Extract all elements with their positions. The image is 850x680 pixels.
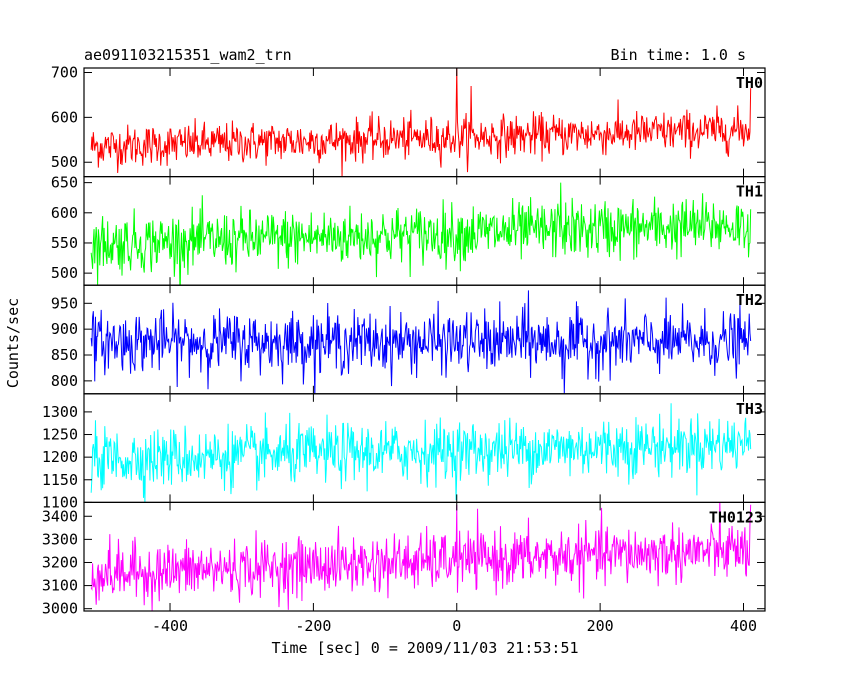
y-tick-label: 1300 [42,403,78,421]
plot-area: 500 600 700 TH0 500 550 600 650 TH1 800 850 900 950 T… [42,63,766,635]
y-tick-label: 1150 [42,471,78,489]
x-tick-label: 0 [452,617,461,635]
y-tick-label: 650 [51,174,78,192]
y-tick-label: 1250 [42,426,78,444]
panel-label-TH1: TH1 [736,183,763,201]
x-tick-label: -200 [295,617,331,635]
panel-label-TH0123: TH0123 [709,508,763,526]
y-tick-label: 900 [51,320,78,338]
y-axis-label: Counts/sec [4,298,22,388]
chart-title-left: ae091103215351_wam2_trn [84,46,292,64]
y-tick-label: 3300 [42,530,78,548]
series-line-TH1 [90,182,752,286]
y-tick-label: 600 [51,108,78,126]
y-tick-label: 500 [51,264,78,282]
y-tick-label: 3000 [42,600,78,618]
series-line-TH0 [90,68,752,177]
y-tick-label: 800 [51,372,78,390]
y-tick-label: 1100 [42,493,78,511]
y-tick-label: 700 [51,63,78,81]
y-tick-label: 1200 [42,448,78,466]
series-line-TH2 [90,290,752,394]
chart-title-right: Bin time: 1.0 s [611,46,746,64]
series-line-TH0123 [90,502,752,611]
panel-frame-TH0 [83,67,766,178]
y-tick-label: 3400 [42,507,78,525]
panel-label-TH0: TH0 [736,74,763,92]
x-tick-label: 200 [587,617,614,635]
y-tick-label: 600 [51,204,78,222]
y-tick-label: 500 [51,153,78,171]
x-axis-label: Time [sec] 0 = 2009/11/03 21:53:51 [271,639,578,657]
y-tick-label: 550 [51,234,78,252]
panel-label-TH2: TH2 [736,291,763,309]
x-tick-label: -400 [152,617,188,635]
panel-frame-TH0123 [83,501,766,612]
y-tick-label: 3100 [42,577,78,595]
y-tick-label: 3200 [42,553,78,571]
y-tick-label: 850 [51,346,78,364]
y-tick-label: 950 [51,294,78,312]
series-line-TH3 [90,403,752,503]
x-tick-label: 400 [730,617,757,635]
panel-label-TH3: TH3 [736,400,763,418]
